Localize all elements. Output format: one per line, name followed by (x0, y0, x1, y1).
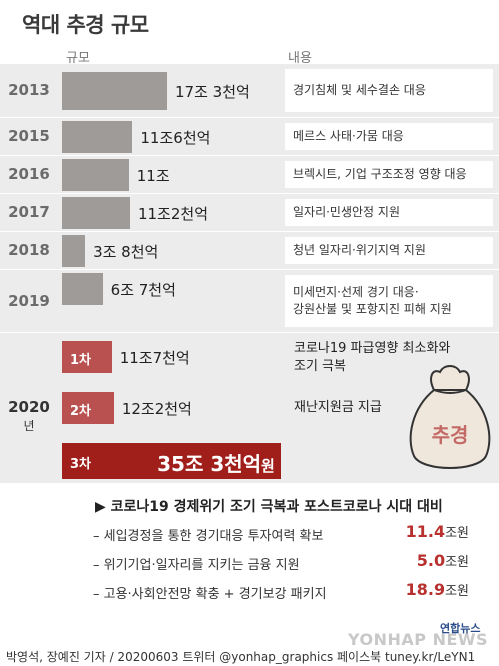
column-header-size: 규모 (66, 51, 90, 66)
bar-label: 11조6천억 (140, 129, 211, 147)
row-year: 2019 (8, 291, 50, 310)
bar (62, 235, 86, 267)
detail-item-unit: 조원 (445, 526, 469, 541)
bar (62, 121, 133, 153)
row-description-line: 경기침체 및 세수결손 대응 (293, 83, 426, 97)
detail-item-number: 11.4 (405, 522, 446, 541)
row-description: 청년 일자리·위기지역 지원 (285, 237, 493, 264)
bar (62, 72, 167, 110)
round-3-total-unit: 원 (261, 457, 275, 475)
year-2020-unit: 년 (23, 419, 35, 433)
row-description: 브렉시트, 기업 구조조정 영향 대응 (285, 161, 493, 188)
footer-credit: 박영석, 장예진 기자 / 20200603 트위터 @yonhap_graph… (6, 650, 476, 664)
round-1-bar: 1차 (62, 341, 112, 373)
row-year: 2017 (8, 203, 50, 221)
money-bag-label: 추경 (432, 423, 469, 447)
bar-label: 11조2천억 (137, 205, 208, 223)
row-separator (0, 231, 499, 232)
round-1-desc-line: 코로나19 파급영향 최소화와 (294, 341, 451, 356)
page-title: 역대 추경 규모 (22, 13, 149, 37)
row-year: 2016 (8, 165, 50, 183)
detail-item-text: – 세입경정을 통한 경기대응 투자여력 확보 (93, 529, 324, 544)
column-header-content: 내용 (288, 51, 312, 66)
bar-label: 6조 7천억 (110, 281, 176, 299)
money-bag-icon: 추경 (409, 365, 491, 469)
detail-item-number: 5.0 (416, 551, 446, 570)
bar (62, 273, 103, 305)
detail-item-unit: 조원 (445, 584, 469, 599)
row-description: 일자리·민생안정 지원 (285, 199, 493, 226)
round-1-label: 11조7천억 (119, 349, 190, 367)
row-separator (0, 269, 499, 270)
row-year: 2015 (8, 127, 50, 145)
row-separator (0, 332, 499, 333)
year-2020-label: 2020 년 (0, 398, 58, 436)
round-2-name: 2차 (70, 404, 92, 419)
detail-item-text: – 고용·사회안전망 확충 + 경기보강 패키지 (93, 587, 327, 602)
detail-item-value: 5.0조원 (417, 551, 469, 570)
row-description-line: 강원산불 및 포항지진 피해 지원 (293, 302, 452, 316)
detail-item-value: 18.9조원 (406, 580, 469, 599)
row-description-line: 청년 일자리·위기지역 지원 (293, 243, 426, 257)
detail-heading: ▶ 코로나19 경제위기 조기 극복과 포스트코로나 시대 대비 (95, 499, 443, 515)
yonhap-logo: 연합뉴스 (440, 622, 481, 635)
round-1-name: 1차 (70, 353, 92, 368)
round-1-description: 코로나19 파급영향 최소화와 조기 극복 (294, 340, 450, 376)
round-3-bar: 3차 35조 3천억원 (62, 443, 281, 479)
row-description: 경기침체 및 세수결손 대응 (285, 69, 493, 112)
round-2-bar: 2차 (62, 392, 114, 424)
bar-label: 3조 8천억 (93, 243, 159, 261)
row-year: 2018 (8, 241, 50, 259)
round-1-desc-line: 조기 극복 (294, 359, 346, 374)
bar-label: 17조 3천억 (175, 83, 250, 101)
year-2020-number: 2020 (8, 398, 50, 416)
row-separator (0, 193, 499, 194)
round-3-name: 3차 (70, 457, 92, 472)
round-3-total-value: 35조 3천억 (157, 452, 262, 476)
round-3-total-label: 35조 3천억원 (157, 448, 275, 477)
detail-item-text: – 위기기업·일자리를 지키는 금융 지원 (93, 558, 300, 573)
row-year: 2013 (8, 81, 50, 99)
watermark-yonhap: YONHAP NEWS (348, 630, 489, 649)
detail-item-unit: 조원 (445, 555, 469, 570)
bar-label: 11조 (136, 167, 170, 185)
bar (62, 197, 130, 229)
detail-item-value: 11.4조원 (406, 522, 469, 541)
row-description-line: 일자리·민생안정 지원 (293, 205, 400, 219)
row-separator (0, 117, 499, 118)
round-2-label: 12조2천억 (121, 400, 192, 418)
row-separator (0, 155, 499, 156)
round-2-description: 재난지원금 지급 (294, 400, 382, 415)
row-description: 메르스 사태·가뭄 대응 (285, 123, 493, 150)
row-description: 미세먼지·선제 경기 대응· 강원산불 및 포항지진 피해 지원 (285, 275, 493, 327)
bar (62, 159, 129, 191)
row-description-line: 메르스 사태·가뭄 대응 (293, 129, 404, 143)
detail-item-number: 18.9 (405, 580, 446, 599)
row-description-line: 브렉시트, 기업 구조조정 영향 대응 (293, 167, 467, 181)
row-description-line: 미세먼지·선제 경기 대응· (293, 285, 419, 299)
